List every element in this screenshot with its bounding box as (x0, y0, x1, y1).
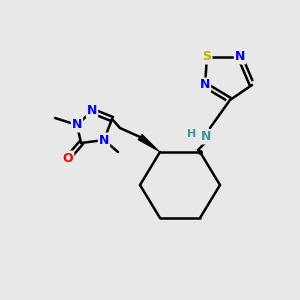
Text: H: H (188, 129, 196, 139)
Text: N: N (201, 130, 211, 143)
Text: S: S (202, 50, 211, 64)
Text: N: N (87, 104, 97, 118)
Text: N: N (200, 79, 210, 92)
Text: N: N (235, 50, 245, 64)
Text: O: O (63, 152, 73, 164)
Text: N: N (72, 118, 82, 131)
Polygon shape (138, 134, 160, 152)
Text: N: N (99, 134, 109, 146)
